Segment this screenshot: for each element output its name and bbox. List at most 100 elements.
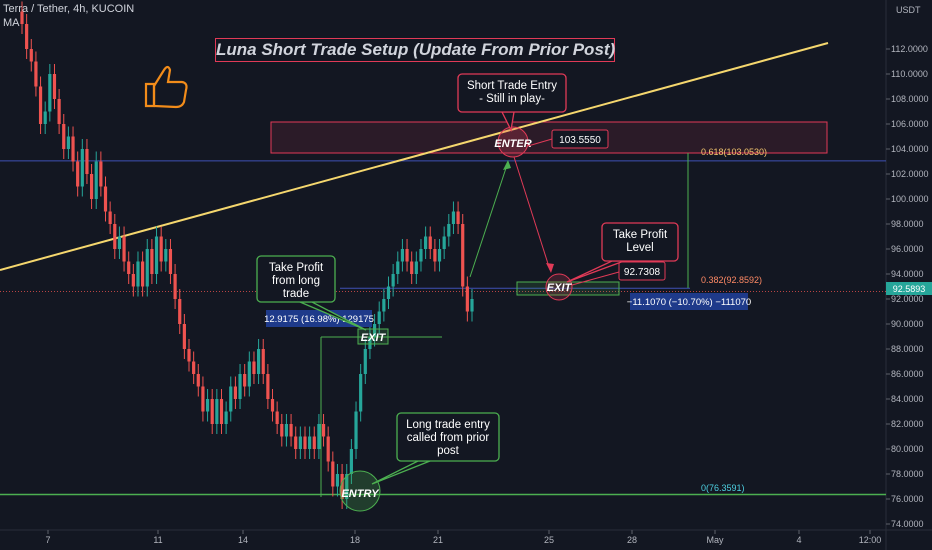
arrow-down-red <box>513 156 551 271</box>
candle-body <box>20 11 24 24</box>
candle-body <box>57 99 61 124</box>
long-measure-box <box>266 310 372 327</box>
candle-body <box>210 399 214 424</box>
take-profit-long-callout-text: trade <box>283 288 309 300</box>
y-tick-label: 76.0000 <box>891 494 924 504</box>
y-tick-label: 108.0000 <box>891 94 929 104</box>
candle-body <box>229 386 233 412</box>
candle-body <box>308 436 312 449</box>
candle-body <box>451 211 456 224</box>
fib-382-label: 0.382(92.8592) <box>701 275 762 285</box>
candle-body <box>321 424 326 437</box>
candle-body <box>447 224 451 237</box>
exit-label-top: EXIT <box>361 332 387 344</box>
candle-body <box>470 299 474 312</box>
y-tick-label: 88.0000 <box>891 344 924 354</box>
y-tick-label: 84.0000 <box>891 394 924 404</box>
candle-body <box>145 249 149 287</box>
candle-body <box>312 436 316 449</box>
currency-label: USDT <box>896 5 921 15</box>
candle-body <box>187 349 191 362</box>
candle-body <box>168 249 173 274</box>
candle-body <box>29 49 33 62</box>
x-tick-label: 14 <box>238 535 248 545</box>
candle-body <box>219 399 224 424</box>
short-entry-callout-text: Short Trade Entry <box>467 80 557 92</box>
take-profit-long-callout-text: from long <box>272 275 320 287</box>
candle-body <box>349 449 353 474</box>
candle-body <box>108 211 112 224</box>
take-profit-level-callout-text: Take Profit <box>613 229 668 241</box>
candle-body <box>113 224 117 249</box>
candle-body <box>284 424 289 437</box>
candle-body <box>317 424 321 449</box>
candle-body <box>215 399 219 424</box>
exit-price-text: 92.7308 <box>624 267 661 278</box>
y-tick-label: 78.0000 <box>891 469 924 479</box>
fib-618-label: 0.618(103.0530) <box>701 147 767 157</box>
candle-body <box>331 461 335 487</box>
enter-price-text: 103.5550 <box>559 135 601 146</box>
candle-body <box>94 161 98 199</box>
x-tick-label: 12:00 <box>859 535 882 545</box>
candle-body <box>359 374 363 412</box>
candle-body <box>363 349 367 374</box>
exit-price-box <box>618 261 666 281</box>
candle-body <box>400 249 405 262</box>
candle-body <box>196 374 200 387</box>
candle-body <box>298 436 302 449</box>
candle-body <box>405 249 409 262</box>
y-tick-label: 100.0000 <box>891 194 929 204</box>
x-tick-label: 7 <box>45 535 50 545</box>
candle-body <box>122 236 126 262</box>
candle-body <box>66 136 70 149</box>
y-tick-label: 98.0000 <box>891 219 924 229</box>
candle-body <box>275 411 279 424</box>
y-tick-label: 102.0000 <box>891 169 929 179</box>
y-tick-label: 74.0000 <box>891 519 924 529</box>
candle-body <box>386 286 391 299</box>
candle-body <box>178 299 182 324</box>
candle-body <box>396 261 400 274</box>
x-tick-label: 4 <box>796 535 801 545</box>
candle-body <box>205 399 210 412</box>
candle-body <box>34 61 38 87</box>
candle-body <box>428 236 432 249</box>
candle-body <box>382 299 386 312</box>
y-tick-label: 106.0000 <box>891 119 929 129</box>
candle-body <box>224 411 228 424</box>
candle-body <box>76 161 80 187</box>
candle-body <box>201 386 205 412</box>
candle-body <box>131 274 135 287</box>
short-measure-box <box>630 293 748 310</box>
candle-body <box>252 361 256 374</box>
x-tick-label: 25 <box>544 535 554 545</box>
short-entry-callout-box <box>457 73 567 113</box>
candle-body <box>261 349 265 374</box>
candle-body <box>372 324 377 337</box>
enter-circle <box>497 126 529 158</box>
candle-body <box>465 286 469 312</box>
candle-body <box>368 336 372 349</box>
candle-body <box>25 24 29 49</box>
chart-title: Luna Short Trade Setup (Update From Prio… <box>215 38 615 62</box>
candle-body <box>335 474 340 487</box>
x-tick-label: 28 <box>627 535 637 545</box>
current-price-text: 92.5893 <box>893 284 926 294</box>
candle-body <box>62 124 66 149</box>
candle-body <box>238 374 242 399</box>
candle-body <box>80 149 84 187</box>
y-tick-label: 90.0000 <box>891 319 924 329</box>
exit-price-connector <box>571 271 620 286</box>
candle-body <box>164 249 168 262</box>
candle-body <box>442 236 446 249</box>
candle-body <box>38 86 43 124</box>
candle-body <box>141 261 145 287</box>
candle-body <box>154 236 159 274</box>
long-measure-text: 12.9175 (16.98%) 129175 <box>264 314 374 325</box>
candle-body <box>192 361 196 374</box>
enter-label: ENTER <box>494 138 531 150</box>
x-tick-label: 18 <box>350 535 360 545</box>
candle-body <box>182 324 186 349</box>
